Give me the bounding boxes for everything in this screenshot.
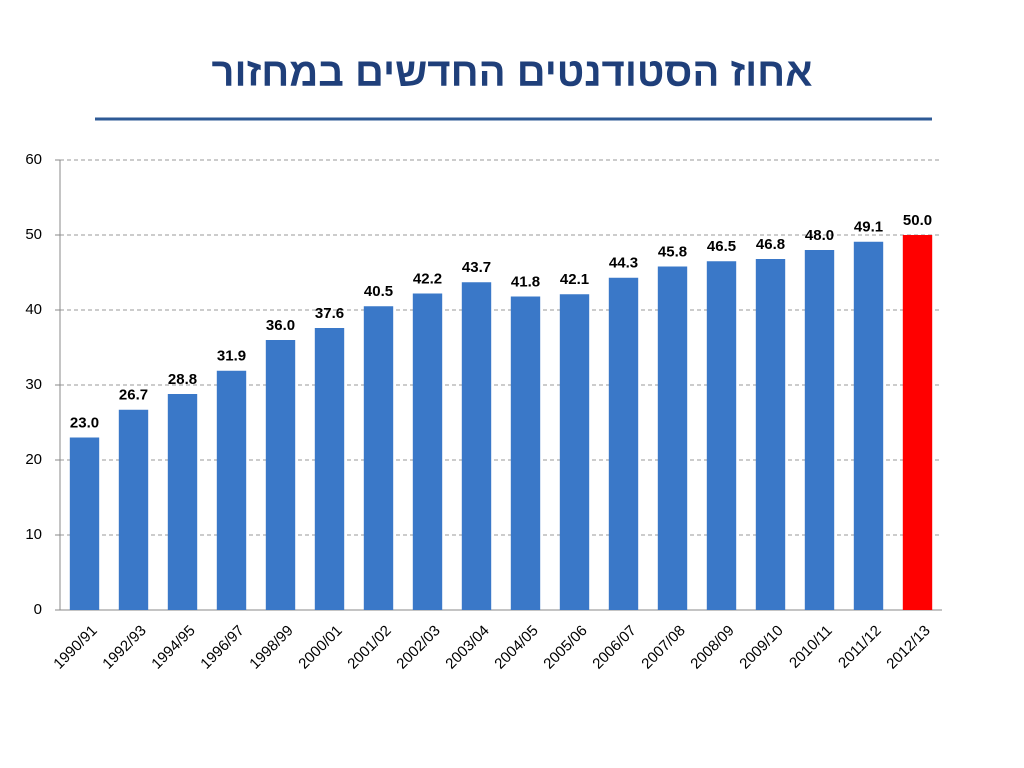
x-tick-label: 2010/11 [786,622,836,672]
bar [657,266,688,610]
value-label: 44.3 [609,255,638,272]
x-tick-label: 1998/99 [246,622,296,672]
bar [804,250,835,610]
y-tick-label: 40 [25,301,42,318]
value-label: 48.0 [805,227,834,244]
value-label: 50.0 [903,212,932,229]
bar [461,282,492,610]
x-tick-label: 2004/05 [491,622,541,672]
y-tick-label: 20 [25,451,42,468]
bar [755,259,786,610]
x-tick-label: 2003/04 [442,622,492,672]
x-tick-label: 1990/91 [50,622,100,672]
chart-title: אחוז הסטודנטים החדשים במחזור [212,51,813,95]
x-tick-label: 2007/08 [638,622,688,672]
value-label: 41.8 [511,273,540,290]
bar [706,261,737,610]
bar [265,340,296,610]
x-tick-label: 2008/09 [687,622,737,672]
bar [510,296,541,610]
bar [902,235,933,610]
bar [559,294,590,610]
value-label: 43.7 [462,259,491,276]
y-tick-label: 0 [34,601,42,618]
value-label: 42.1 [560,271,589,288]
y-tick-label: 60 [25,151,42,168]
y-tick-label: 10 [25,526,42,543]
x-tick-label: 2005/06 [540,622,590,672]
bar [118,409,149,610]
value-label: 40.5 [364,283,393,300]
value-label: 49.1 [854,219,883,236]
value-label: 26.7 [119,387,148,404]
x-tick-label: 2000/01 [295,622,345,672]
bar [412,293,443,610]
x-tick-label: 2011/12 [835,622,885,672]
bar [167,394,198,610]
y-tick-label: 50 [25,226,42,243]
x-tick-label: 2009/10 [736,622,786,672]
x-tick-label: 2006/07 [589,622,639,672]
bar [853,241,884,610]
value-label: 36.0 [266,317,295,334]
bar [608,277,639,610]
value-label: 46.8 [756,236,785,253]
value-label: 23.0 [70,414,99,431]
y-tick-label: 30 [25,376,42,393]
x-tick-label: 1996/97 [197,622,247,672]
value-label: 37.6 [315,305,344,322]
bar [314,328,345,610]
value-label: 28.8 [168,371,197,388]
value-label: 45.8 [658,243,687,260]
value-label: 42.2 [413,270,442,287]
value-label: 31.9 [217,348,246,365]
x-tick-label: 2002/03 [393,622,443,672]
bar [69,437,100,610]
bar [363,306,394,610]
value-label: 46.5 [707,238,736,255]
x-tick-label: 1994/95 [148,622,198,672]
bar [216,370,247,610]
x-tick-label: 2012/13 [883,622,933,672]
x-tick-label: 1992/93 [99,622,149,672]
x-tick-label: 2001/02 [344,622,394,672]
